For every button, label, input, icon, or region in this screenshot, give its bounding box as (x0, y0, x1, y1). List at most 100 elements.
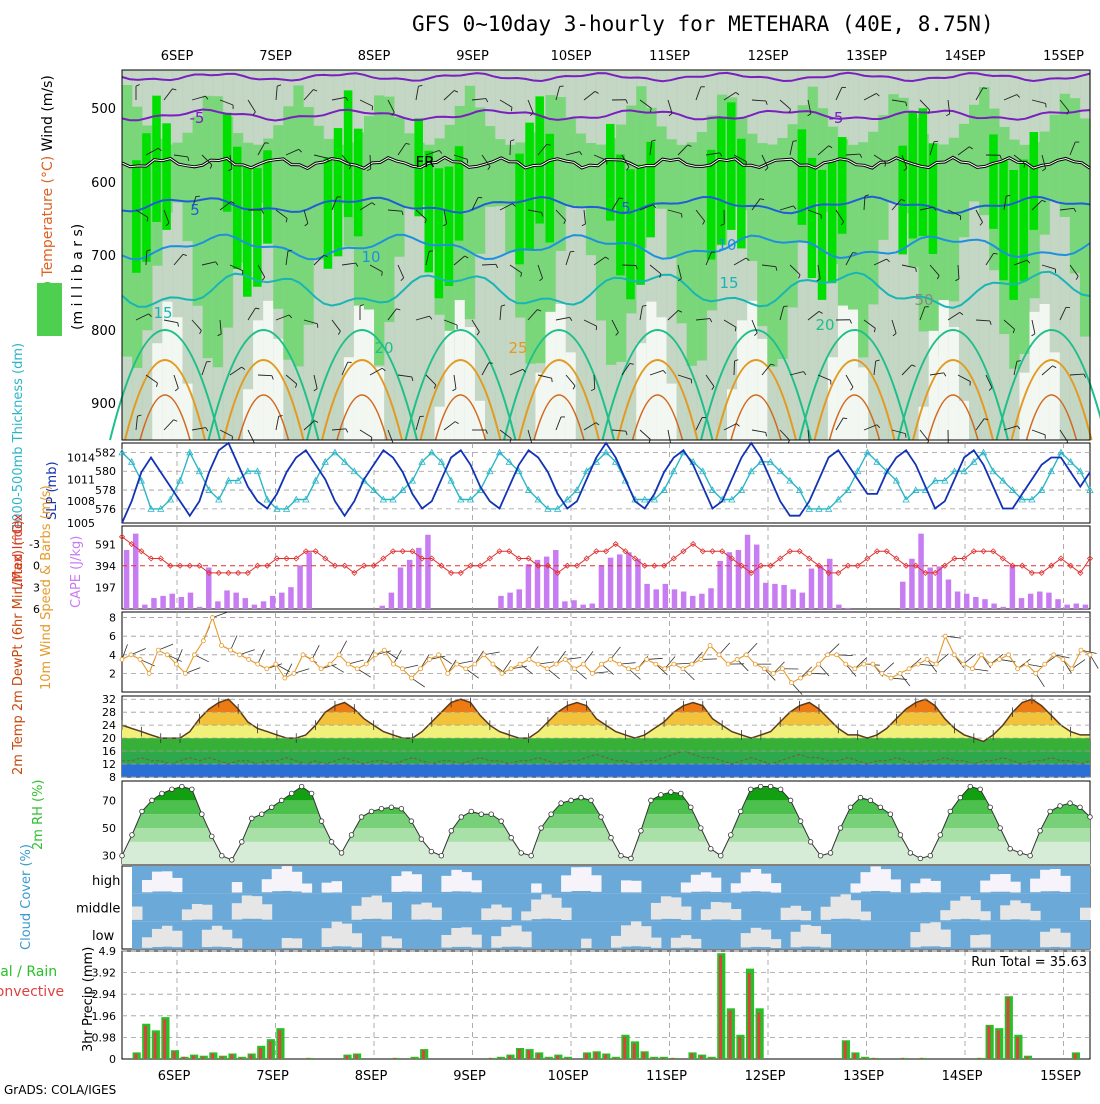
cape-bar (279, 593, 284, 609)
precip-conv-bar (901, 1058, 904, 1059)
wind-point (346, 662, 350, 666)
wind-point (355, 667, 359, 671)
rh-tick: 70 (102, 794, 116, 807)
cloud-layer-label: high (92, 874, 120, 889)
wind-point (129, 653, 133, 657)
cloud-cell (641, 926, 651, 947)
rh-band (122, 85, 133, 357)
rh-ylabel: 2m RH (%) (31, 779, 46, 850)
wind-point (581, 662, 585, 666)
y-tick-label: 700 (91, 249, 116, 264)
cloud-cell (791, 932, 801, 947)
wind-point (527, 657, 531, 661)
cloud-cell (1000, 874, 1010, 892)
x-tick-label: 11SEP (649, 49, 690, 64)
rh-point (778, 787, 783, 792)
cape-bar (142, 605, 147, 609)
wind-point (663, 667, 667, 671)
wind-tick: 4 (109, 649, 116, 662)
rh-point (738, 809, 743, 814)
wind-point (283, 676, 287, 680)
rh-point (639, 829, 644, 834)
cloud-cell (1060, 876, 1070, 892)
contour-label: 20 (374, 339, 393, 357)
precip-tick: 0 (109, 1053, 116, 1066)
rh-band (354, 306, 365, 440)
precip-conv-bar (192, 1056, 195, 1059)
cape-bar (644, 584, 649, 609)
cape-bar (1001, 607, 1006, 609)
contour-label: 5 (190, 201, 200, 219)
y-tick-label: 500 (91, 102, 116, 117)
rh-band (757, 339, 768, 440)
rh-band (485, 70, 496, 440)
precip-conv-bar (259, 1048, 262, 1059)
rh-point (379, 806, 384, 811)
rh-point (309, 791, 314, 796)
cape-bar (252, 605, 257, 609)
cape-bar (160, 596, 165, 609)
rh-band (505, 70, 516, 440)
cloud-cell (262, 904, 272, 919)
cape-bar (224, 590, 229, 609)
wind-point (753, 662, 757, 666)
rh-band (959, 124, 970, 237)
cloud-layer-label: low (92, 929, 115, 944)
cape-bar (663, 584, 668, 609)
cape-bar (498, 596, 503, 609)
cloud-cell (192, 904, 202, 920)
x-tick-label: 10SEP (551, 49, 592, 64)
cloud-cell (332, 922, 342, 947)
cape-bar (297, 565, 302, 609)
cloud-cell (851, 883, 861, 892)
wind-point (229, 648, 233, 652)
cape-bar (900, 582, 905, 609)
rh-band (919, 108, 928, 236)
cloud-cell (1000, 905, 1010, 919)
cloud-cell (232, 938, 242, 947)
precip-conv-bar (729, 1011, 732, 1059)
rh-band (162, 123, 171, 230)
rh-point (249, 816, 254, 821)
slp-tick: 1014 (67, 452, 95, 465)
rh-band (808, 158, 817, 278)
rh-band (293, 85, 304, 366)
cape-bar (927, 568, 932, 610)
rh-band (1050, 115, 1061, 201)
precip-conv-bar (642, 1052, 645, 1059)
wind-point (627, 667, 631, 671)
wind-barb (489, 363, 493, 364)
cloud-cell (980, 881, 990, 893)
wind-point (373, 653, 377, 657)
wind-point (563, 657, 567, 661)
cloud-cell (352, 906, 362, 920)
cape-bar (1083, 605, 1088, 609)
precip-conv-bar (700, 1056, 703, 1059)
cape-bar (717, 561, 722, 609)
cape-bar (635, 559, 640, 609)
wind-point (545, 667, 549, 671)
precip-conv-bar (978, 1058, 981, 1059)
credit-label: GrADS: COLA/IGES (4, 1083, 116, 1097)
wind-point (898, 671, 902, 675)
precip-conv-bar (1007, 997, 1010, 1059)
rh-point (1088, 815, 1093, 820)
rh-point (818, 853, 823, 858)
cloud-cell (930, 881, 940, 892)
cape-bar (261, 601, 266, 609)
rh-band (132, 160, 141, 273)
cloud-cell (920, 923, 930, 946)
rh-point (419, 837, 424, 842)
cape-bar (973, 597, 978, 609)
cloud-cell (1010, 900, 1020, 919)
cloud-cell (282, 866, 292, 891)
cape-bar (1055, 599, 1060, 609)
cape-bar (215, 601, 220, 609)
cloud-cell (1080, 908, 1090, 920)
wind-barb (429, 251, 433, 252)
cloud-cell (841, 894, 851, 918)
wind-point (853, 667, 857, 671)
wind-point (1052, 653, 1056, 657)
cloud-cell (411, 904, 421, 919)
cape-bar (389, 593, 394, 609)
